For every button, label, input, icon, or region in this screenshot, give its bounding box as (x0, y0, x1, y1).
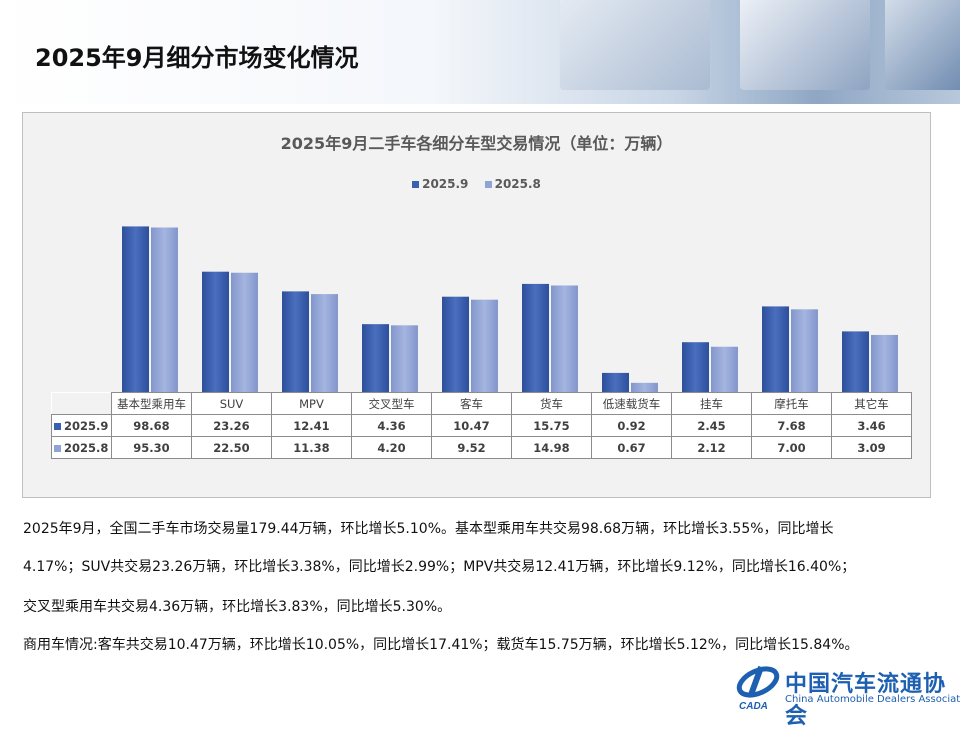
bar-2025-8-1 (231, 272, 258, 392)
table-cell-value: 7.00 (751, 436, 832, 459)
category-label: SUV (191, 392, 272, 415)
category-label: 低速载货车 (591, 392, 672, 415)
bar-2025-9-9 (842, 331, 869, 392)
cada-logo: CADA 中国汽车流通协会 China Automobile Dealers A… (733, 662, 960, 729)
bar-2025-9-5 (522, 283, 549, 392)
row-label-2025-8: 2025.8 (51, 436, 112, 459)
data-table: 基本型乘用车 SUV MPV 交叉型车 客车 货车 低速载货车 挂车 摩托车 其它车 2025.9… (51, 392, 912, 459)
bar-2025-9-8 (762, 306, 789, 392)
page-title: 2025年9月细分市场变化情况 (35, 44, 359, 72)
legend-item-2025-8: 2025.8 (484, 177, 541, 191)
table-cell-value: 23.26 (191, 414, 272, 437)
table-cell-value: 10.47 (431, 414, 512, 437)
decorative-cube (560, 0, 710, 90)
logo-name-en: China Automobile Dealers Association (785, 694, 960, 705)
table-cell-value: 95.30 (111, 436, 192, 459)
bar-2025-8-7 (711, 346, 738, 392)
bar-2025-8-4 (471, 299, 498, 392)
bar-chart (122, 226, 898, 392)
category-label: 客车 (431, 392, 512, 415)
table-cell-value: 15.75 (511, 414, 592, 437)
bar-2025-9-4 (442, 296, 469, 392)
table-cell-value: 3.46 (831, 414, 912, 437)
logo-name-cn: 中国汽车流通协会 (785, 671, 947, 729)
table-cell-value: 22.50 (191, 436, 272, 459)
table-cell-value: 12.41 (271, 414, 352, 437)
chart-title: 2025年9月二手车各细分车型交易情况（单位：万辆） (280, 134, 673, 153)
category-label: 交叉型车 (351, 392, 432, 415)
bar-2025-9-6 (602, 372, 629, 392)
chart-container: 2025年9月二手车各细分车型交易情况（单位：万辆） 2025.9 2025.8… (22, 112, 931, 498)
category-label: 基本型乘用车 (111, 392, 192, 415)
bar-2025-9-0 (122, 226, 149, 392)
table-cell-value: 2.12 (671, 436, 752, 459)
decorative-cube (885, 0, 960, 90)
summary-paragraph-2: 4.17%；SUV共交易23.26万辆，环比增长3.38%，同比增长2.99%；… (23, 559, 856, 575)
table-cell-value: 98.68 (111, 414, 192, 437)
bar-2025-9-2 (282, 291, 309, 392)
chart-legend: 2025.9 2025.8 (23, 177, 930, 191)
category-label: 货车 (511, 392, 592, 415)
cada-logo-mark-icon: CADA (736, 665, 780, 712)
table-cell-value: 4.20 (351, 436, 432, 459)
decorative-cube (740, 0, 870, 90)
category-label: MPV (271, 392, 352, 415)
table-cell-value: 11.38 (271, 436, 352, 459)
bar-2025-8-6 (631, 382, 658, 392)
bar-2025-8-9 (871, 334, 898, 392)
row-label-2025-9: 2025.9 (51, 414, 112, 437)
table-cell-value: 4.36 (351, 414, 432, 437)
summary-paragraph-1: 2025年9月，全国二手车市场交易量179.44万辆，环比增长5.10%。基本型… (23, 521, 834, 537)
header-banner (0, 0, 960, 104)
legend-item-2025-9: 2025.9 (412, 177, 468, 191)
table-cell-value: 9.52 (431, 436, 512, 459)
bar-2025-8-2 (311, 294, 338, 392)
table-cell-value: 0.67 (591, 436, 672, 459)
bar-2025-8-3 (391, 325, 418, 392)
bar-2025-9-3 (362, 324, 389, 392)
category-label: 其它车 (831, 392, 912, 415)
bar-2025-9-1 (202, 271, 229, 392)
table-cell-value: 3.09 (831, 436, 912, 459)
category-label: 挂车 (671, 392, 752, 415)
bar-2025-8-5 (551, 285, 578, 392)
category-label: 摩托车 (751, 392, 832, 415)
table-cell-value: 7.68 (751, 414, 832, 437)
table-cell-value: 2.45 (671, 414, 752, 437)
summary-paragraph-3: 交叉型乘用车共交易4.36万辆，环比增长3.83%，同比增长5.30%。 (23, 599, 452, 615)
summary-paragraph-4: 商用车情况:客车共交易10.47万辆，环比增长10.05%，同比增长17.41%… (23, 637, 859, 653)
table-cell-value: 0.92 (591, 414, 672, 437)
bar-2025-8-0 (151, 227, 178, 392)
svg-text:CADA: CADA (739, 701, 768, 712)
bar-2025-9-7 (682, 342, 709, 392)
bar-2025-8-8 (791, 309, 818, 392)
table-cell-value: 14.98 (511, 436, 592, 459)
